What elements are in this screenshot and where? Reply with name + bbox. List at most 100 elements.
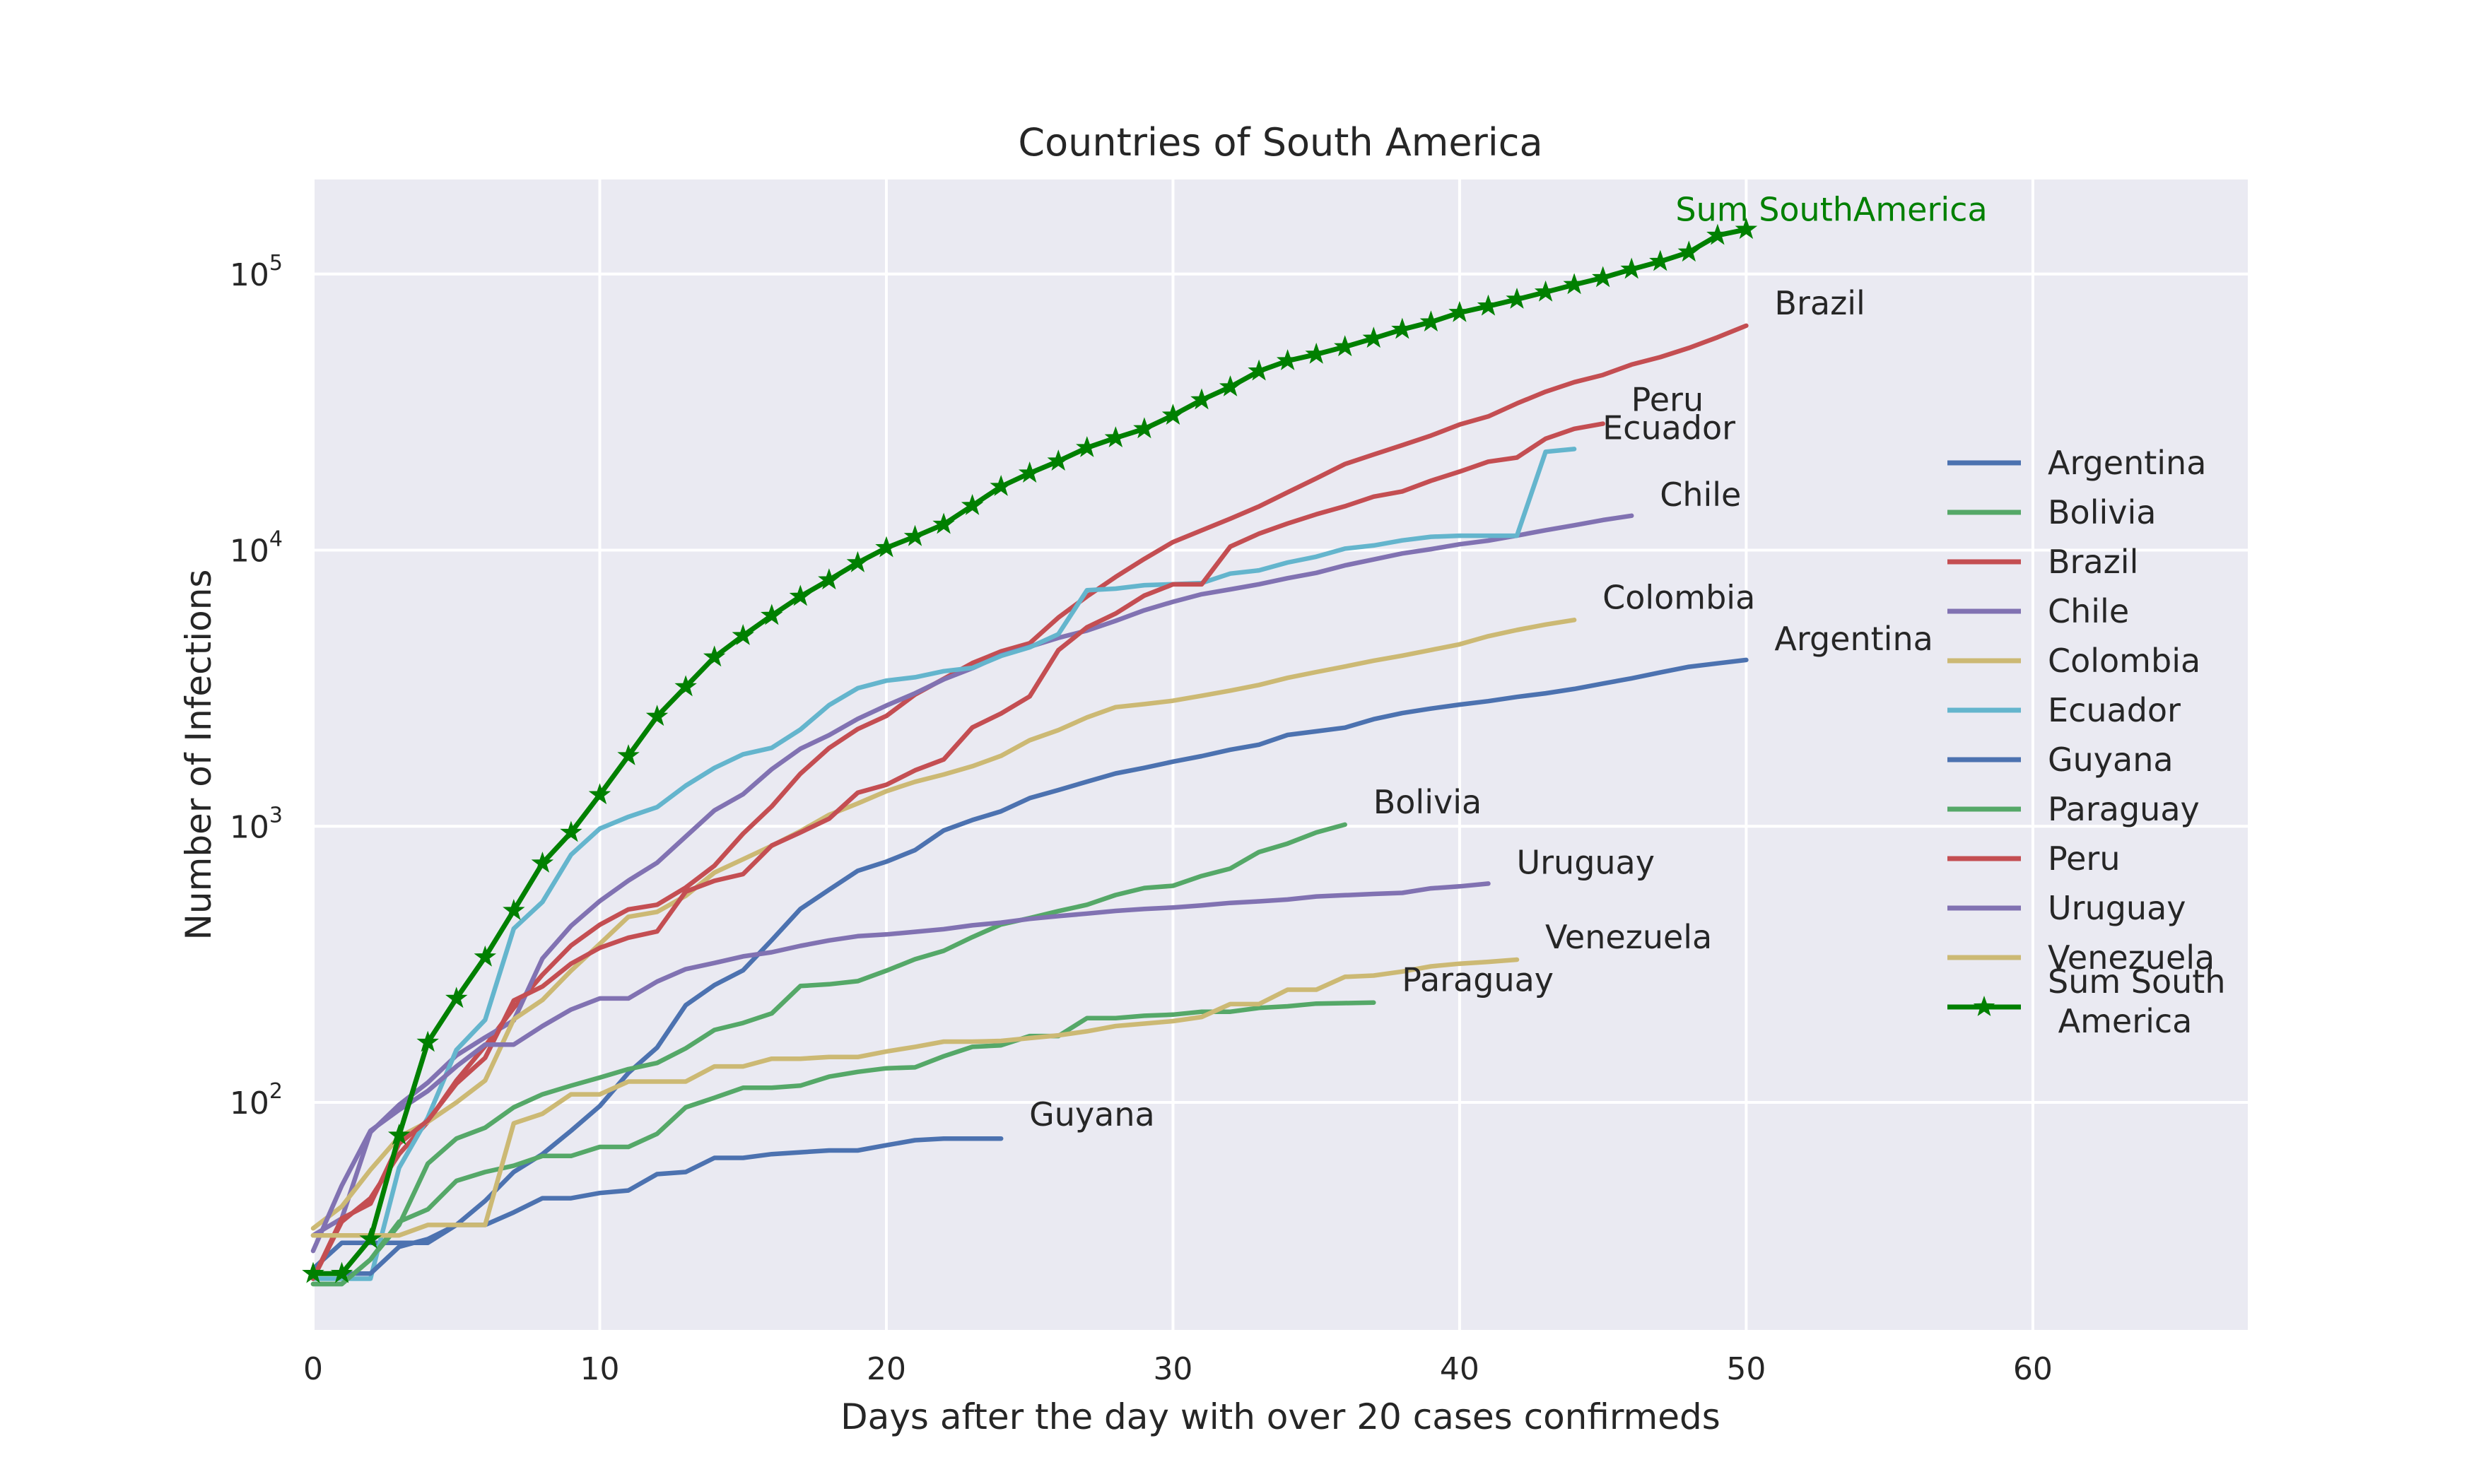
series-point-star (1649, 249, 1672, 271)
series-point-star (387, 1124, 411, 1146)
series-point-star (1477, 294, 1500, 316)
plot-area (313, 179, 2248, 1330)
legend-item-chile: Chile (1947, 592, 2129, 630)
x-axis-label: Days after the day with over 20 cases co… (840, 1396, 1720, 1437)
y-tick-label: 104 (230, 527, 283, 570)
series-point-star (445, 987, 468, 1008)
legend-label: Peru (2048, 840, 2120, 878)
series-point-star (732, 624, 754, 645)
series-point-star (1506, 288, 1528, 309)
end-label-guyana: Guyana (1029, 1095, 1155, 1133)
series-point-star (1161, 404, 1185, 425)
series-end-labels: Argentina Bolivia Brazil Chile Colombia Ecuad… (1029, 191, 1987, 1133)
series-point-star (932, 512, 955, 534)
legend: Argentina Bolivia Brazil Chile Colombia Ecuad… (1947, 444, 2225, 1040)
series-point-star (560, 820, 582, 842)
series-line-ecuador (310, 447, 1577, 1281)
series-point-star (1190, 388, 1213, 410)
legend-item-paraguay: Paraguay (1947, 790, 2200, 828)
legend-label: Sum South America (2048, 962, 2225, 1040)
series-point-star (703, 645, 726, 667)
series-point-star (1677, 240, 1701, 262)
legend-label: Brazil (2048, 543, 2138, 581)
end-label-argentina: Argentina (1774, 620, 1933, 658)
x-axis-ticks: 0 10 20 30 40 50 60 (303, 1351, 2053, 1387)
series-line-paraguay (310, 1000, 1376, 1287)
series-point-star (818, 568, 840, 590)
series-point-star (474, 945, 497, 967)
x-tick-label: 30 (1153, 1351, 1192, 1387)
series-line-bolivia (310, 822, 1347, 1287)
series-line-argentina (310, 657, 1749, 1271)
series-point-star (1419, 310, 1443, 332)
y-axis-ticks: 102 103 104 105 (230, 251, 283, 1121)
series-point-star (1334, 335, 1356, 357)
series-point-star (1706, 223, 1729, 245)
x-tick-label: 60 (2013, 1351, 2053, 1387)
legend-item-brazil: Brazil (1947, 543, 2138, 581)
end-label-ecuador: Ecuador (1602, 408, 1735, 447)
series-point-star (1248, 359, 1270, 381)
series-point-star (503, 899, 525, 921)
legend-item-venezuela: Venezuela (1947, 938, 2215, 977)
legend-label: Colombia (2048, 642, 2200, 680)
series-point-star (1735, 218, 1758, 240)
legend-item-guyana: Guyana (1947, 741, 2174, 779)
series-point-star (588, 783, 611, 805)
series-point-star (1563, 273, 1585, 295)
series-point-star (761, 603, 783, 625)
x-tick-label: 0 (303, 1351, 323, 1387)
series-point-star (1219, 375, 1242, 396)
series-point-star (1276, 349, 1299, 370)
series-point-star (1133, 417, 1156, 439)
series-point-star (1018, 461, 1041, 483)
y-tick-label: 102 (230, 1079, 283, 1121)
series-point-star (359, 1227, 382, 1249)
end-label-colombia: Colombia (1602, 578, 1755, 616)
end-label-peru: Peru (1631, 381, 1704, 419)
x-tick-label: 20 (867, 1351, 906, 1387)
legend-item-sum-south-america: Sum South America (1947, 962, 2225, 1040)
legend-label: Argentina (2048, 444, 2206, 482)
series-point-star (1591, 266, 1614, 288)
legend-label: Uruguay (2048, 889, 2186, 927)
series-point-star (1391, 317, 1414, 339)
x-tick-label: 10 (580, 1351, 619, 1387)
legend-label: Ecuador (2048, 691, 2181, 729)
series-point-star (416, 1030, 439, 1052)
series-line-guyana (310, 1136, 1004, 1276)
series-point-star (1047, 449, 1069, 471)
end-label-venezuela: Venezuela (1545, 918, 1712, 956)
legend-item-uruguay: Uruguay (1947, 889, 2186, 927)
end-label-sum-southamerica: Sum SouthAmerica (1675, 191, 1987, 229)
y-tick-label: 103 (230, 803, 283, 845)
series-point-star (1104, 426, 1127, 448)
series-line-uruguay (310, 881, 1491, 1254)
series-point-star (674, 675, 697, 697)
y-tick-label: 105 (230, 251, 283, 293)
x-tick-label: 40 (1440, 1351, 1479, 1387)
series-point-star (990, 474, 1012, 496)
legend-item-argentina: Argentina (1947, 444, 2206, 482)
series-point-star (789, 584, 812, 606)
legend-item-ecuador: Ecuador (1947, 691, 2181, 729)
x-tick-label: 50 (1726, 1351, 1766, 1387)
end-label-bolivia: Bolivia (1373, 783, 1482, 821)
series-point-star (645, 705, 669, 726)
series-lines (302, 218, 1758, 1287)
series-line-colombia (310, 618, 1577, 1231)
series-point-star (1620, 257, 1643, 279)
legend-item-bolivia: Bolivia (1947, 493, 2156, 531)
series-point-star (875, 536, 898, 558)
legend-label: Paraguay (2048, 790, 2200, 828)
series-line-peru (310, 421, 1605, 1281)
legend-label: Guyana (2048, 741, 2174, 779)
series-line-brazil (310, 323, 1749, 1281)
legend-label: Chile (2048, 592, 2129, 630)
series-point-star (903, 524, 927, 546)
legend-label: Venezuela (2048, 938, 2215, 977)
y-axis-label: Number of Infections (178, 570, 219, 941)
series-point-star (846, 550, 869, 572)
legend-star-icon (1973, 996, 1995, 1016)
series-point-star (1448, 300, 1471, 322)
